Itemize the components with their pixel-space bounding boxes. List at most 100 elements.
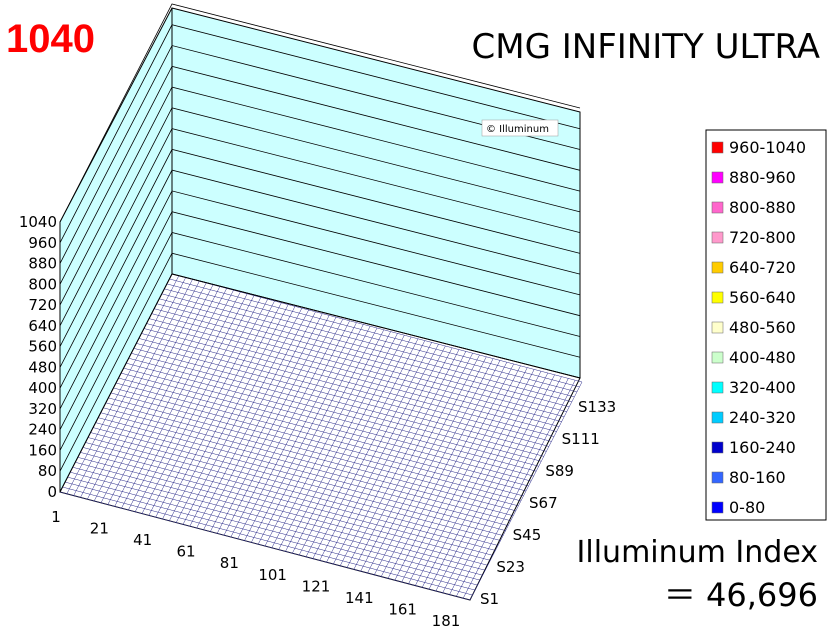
legend-swatch (711, 231, 724, 244)
y-tick-label: S23 (496, 558, 525, 576)
mesh-line (367, 354, 480, 574)
z-tick-label: 1040 (19, 213, 57, 231)
wall-gridline (59, 24, 581, 243)
legend-item: 0-80 (711, 498, 765, 517)
legend-item: 880-960 (711, 168, 796, 187)
z-tick-label: 880 (28, 255, 57, 273)
z-tick-label: 800 (28, 275, 57, 293)
legend-label: 80-160 (729, 468, 786, 487)
z-tick-label: 720 (28, 296, 57, 314)
mesh-line (134, 293, 248, 512)
x-tick-label: 61 (176, 543, 195, 561)
legend-label: 160-240 (729, 438, 796, 457)
legend-swatch (711, 351, 724, 364)
legend-swatch (711, 201, 724, 214)
wall-gridlines (59, 3, 581, 493)
mesh-line (401, 363, 514, 583)
index-value: ＝ 46,696 (664, 576, 818, 614)
mesh-line (285, 333, 398, 552)
mesh-line (141, 295, 255, 514)
mesh-line (319, 342, 432, 561)
z-tick-label: 640 (28, 317, 57, 335)
mesh-line (189, 308, 303, 527)
mesh-line (305, 338, 419, 557)
chart-title: CMG INFINITY ULTRA (472, 27, 821, 67)
mesh-line (80, 279, 193, 498)
mesh-line (264, 327, 378, 547)
mesh-line (66, 275, 180, 494)
mesh-line (387, 360, 501, 579)
legend-swatch (711, 411, 724, 424)
legend: 960-1040 880-960 800-880 720-800 640-720 560-… (705, 129, 827, 521)
mesh-line (462, 380, 576, 599)
x-tick-label: 161 (388, 600, 417, 618)
mesh-line (271, 329, 385, 548)
legend-item: 720-800 (711, 228, 796, 247)
z-tick-label: 0 (47, 483, 57, 501)
mesh-line (428, 371, 542, 590)
y-tick-label: S133 (578, 398, 616, 416)
x-tick-label: 21 (90, 520, 109, 538)
y-tick-label: S1 (480, 590, 499, 608)
legend-item: 80-160 (711, 468, 786, 487)
legend-item: 640-720 (711, 258, 796, 277)
legend-label: 240-320 (729, 408, 796, 427)
mesh-line (360, 353, 473, 572)
legend-item: 560-640 (711, 288, 796, 307)
mesh-line (216, 315, 330, 534)
legend-item: 800-880 (711, 198, 796, 217)
legend-label: 320-400 (729, 378, 796, 397)
mesh-line (121, 290, 234, 509)
mesh-line (87, 281, 200, 500)
x-tick-label: 81 (220, 554, 239, 572)
x-tick-label: 101 (258, 566, 287, 584)
z-tick-label: 160 (28, 441, 57, 459)
mesh-line (169, 302, 282, 521)
index-label: Illuminum Index (577, 535, 818, 570)
mesh-line (128, 291, 241, 511)
legend-label: 0-80 (729, 498, 765, 517)
mesh-line (175, 304, 289, 523)
mesh-line (114, 288, 227, 507)
legend-item: 240-320 (711, 408, 796, 427)
z-tick-label: 320 (28, 400, 57, 418)
mesh-line (148, 297, 262, 516)
mesh-line (456, 378, 569, 597)
legend-item: 960-1040 (711, 138, 806, 157)
mesh-line (292, 335, 405, 554)
wall-gridline (59, 148, 581, 368)
mesh-line (107, 286, 221, 505)
wall-gridline (59, 190, 581, 410)
mesh-line (339, 347, 453, 566)
mesh-line (278, 331, 391, 550)
mesh-line (312, 340, 426, 559)
legend-label: 480-560 (729, 318, 796, 337)
mesh-line (449, 376, 562, 595)
y-tick-label: S67 (529, 494, 558, 512)
mesh-line (333, 345, 446, 565)
legend-item: 160-240 (711, 438, 796, 457)
z-tick-label: 80 (38, 462, 57, 480)
mesh-line (374, 356, 487, 575)
wall-gridline (59, 3, 581, 223)
legend-swatch (711, 471, 724, 484)
mesh-line (421, 369, 535, 588)
legend-swatch (711, 291, 724, 304)
legend-swatch (711, 441, 724, 454)
watermark: © Illuminum (481, 119, 559, 137)
legend-label: 560-640 (729, 288, 796, 307)
wall-gridline (59, 107, 581, 327)
mesh-line (469, 381, 583, 601)
legend-swatch (711, 261, 724, 274)
legend-label: 960-1040 (729, 138, 806, 157)
watermark-text: © Illuminum (486, 124, 549, 135)
x-tick-label: 141 (345, 589, 374, 607)
legend-label: 880-960 (729, 168, 796, 187)
legend-label: 800-880 (729, 198, 796, 217)
wall-gridline (59, 231, 581, 451)
surface-grid (59, 273, 583, 601)
mesh-line (380, 358, 494, 577)
mesh-line (298, 336, 412, 556)
